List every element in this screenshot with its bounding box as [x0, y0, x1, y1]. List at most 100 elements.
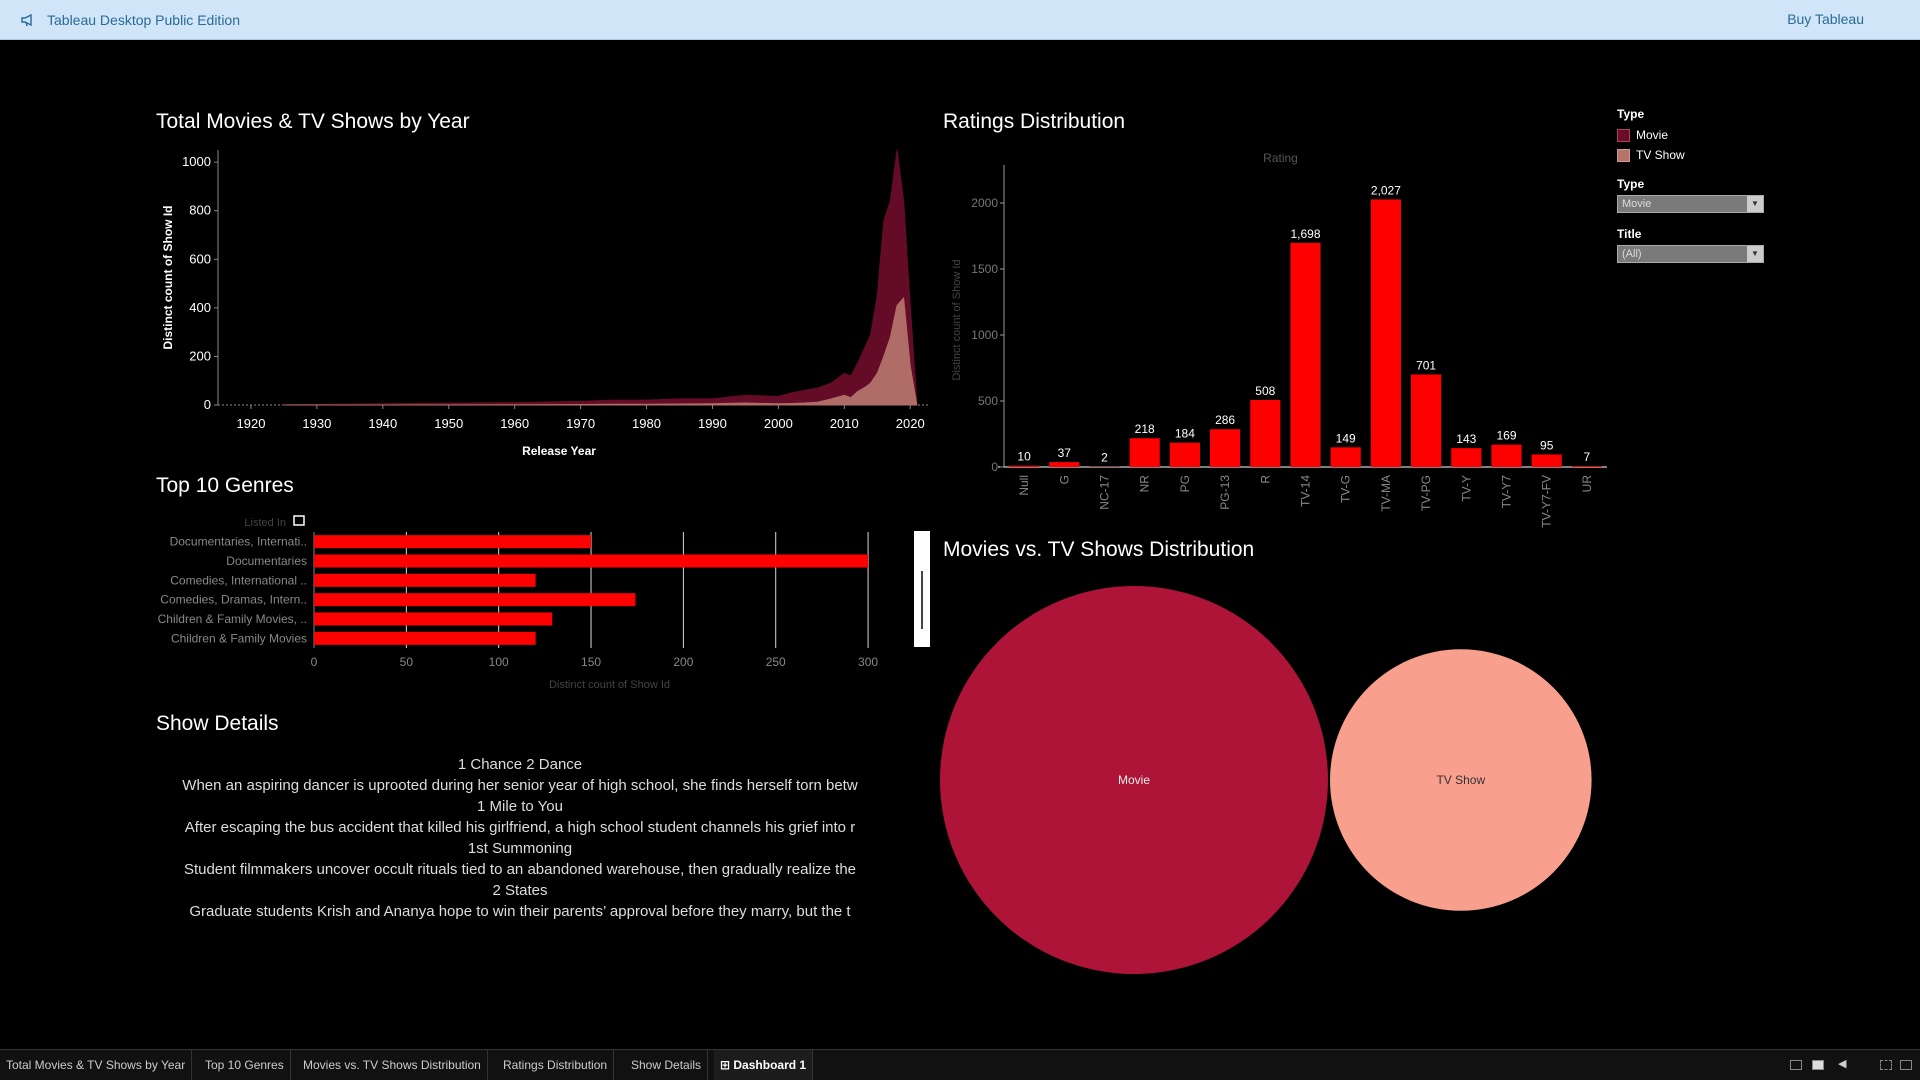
- x-tick-label: TV-Y: [1459, 475, 1473, 502]
- x-axis-title: Rating: [1263, 151, 1298, 165]
- detail-line: After escaping the bus accident that kil…: [184, 819, 856, 836]
- rating-bar: [1009, 465, 1040, 467]
- rating-bar: [1250, 399, 1281, 467]
- x-axis-title: Distinct count of Show Id: [549, 679, 670, 691]
- tab-distribution[interactable]: Movies vs. TV Shows Distribution: [297, 1050, 488, 1080]
- title-filter-value: (All): [1622, 248, 1642, 260]
- x-tick-label: 2000: [764, 416, 793, 431]
- detail-line: When an aspiring dancer is uprooted duri…: [182, 777, 858, 794]
- genre-bar: [314, 593, 636, 607]
- y-tick-label: 1000: [971, 328, 998, 342]
- bar-data-label: 7: [1584, 450, 1591, 464]
- bar-data-label: 2,027: [1371, 183, 1401, 197]
- x-tick-label: TV-Y7: [1500, 475, 1514, 509]
- rating-bar: [1049, 462, 1080, 467]
- tab-ratings[interactable]: Ratings Distribution: [497, 1050, 615, 1080]
- x-tick-label: TV-PG: [1419, 475, 1433, 511]
- show-details-list: 1 Chance 2 Dance When an aspiring dancer…: [156, 754, 884, 922]
- genres-chart-title: Top 10 Genres: [156, 474, 294, 497]
- x-tick-label: TV-14: [1299, 475, 1313, 507]
- y-tick-label: 1000: [182, 154, 211, 169]
- y-tick-label: 600: [189, 251, 211, 266]
- y-tick-label: Comedies, Dramas, Intern..: [160, 593, 307, 607]
- fullscreen-icon[interactable]: [1880, 1060, 1892, 1070]
- legend-swatch: [1617, 148, 1630, 162]
- legend-item-tv-show[interactable]: TV Show: [1617, 145, 1777, 165]
- bubble-label: Movie: [1118, 773, 1150, 787]
- ratings-bar-chart[interactable]: Rating 0 500 1000 1500 2000 Distinct count of …: [940, 140, 1620, 530]
- filmstrip-view-icon[interactable]: [1790, 1060, 1802, 1070]
- x-axis-title: Release Year: [522, 444, 596, 458]
- rating-bar: [1210, 429, 1241, 467]
- x-tick-label: 0: [311, 655, 318, 669]
- y-tick-label: 500: [978, 394, 998, 408]
- bar-data-label: 286: [1215, 413, 1235, 427]
- chevron-down-icon[interactable]: ▼: [1747, 246, 1763, 262]
- scrollbar-thumb[interactable]: [921, 571, 923, 629]
- legend-panel: Type Movie TV Show Type Movie ▼ Title (A…: [1617, 107, 1777, 263]
- legend-header: Type: [1617, 107, 1645, 121]
- chevron-down-icon[interactable]: ▼: [1747, 196, 1763, 212]
- genres-bar-chart[interactable]: Listed In 0 50 100 150 200 250 300 Distinct coun…: [150, 510, 920, 700]
- legend-label: Movie: [1636, 128, 1669, 142]
- distribution-chart-title: Movies vs. TV Shows Distribution: [943, 538, 1255, 561]
- type-filter-value: Movie: [1622, 198, 1652, 210]
- bar-data-label: 508: [1255, 384, 1275, 398]
- y-tick-label: 1500: [971, 262, 998, 276]
- tab-view-icon[interactable]: [1812, 1060, 1824, 1070]
- tab-show-details[interactable]: Show Details: [625, 1050, 709, 1080]
- rating-bar: [1129, 438, 1160, 467]
- x-tick-label: 300: [858, 655, 878, 669]
- x-tick-label: 50: [400, 655, 414, 669]
- tab-dashboard[interactable]: ⊞ Dashboard 1: [714, 1050, 814, 1080]
- rating-bar: [1491, 444, 1522, 467]
- y-tick-label: Documentaries, Internati..: [170, 535, 307, 549]
- filter-type-label: Type: [1617, 177, 1645, 191]
- ratings-chart-title: Ratings Distribution: [943, 110, 1126, 133]
- x-tick-label: NC-17: [1098, 475, 1112, 510]
- detail-line: Graduate students Krish and Ananya hope …: [189, 903, 851, 920]
- restore-icon[interactable]: [1900, 1060, 1912, 1070]
- genres-scrollbar[interactable]: [914, 531, 930, 647]
- buy-tableau-link[interactable]: Buy Tableau: [1787, 11, 1864, 27]
- rating-bar: [1290, 242, 1321, 467]
- genre-bar: [314, 612, 553, 626]
- tab-total-by-year[interactable]: Total Movies & TV Shows by Year: [0, 1050, 193, 1080]
- x-tick-label: TV-G: [1339, 475, 1353, 503]
- x-tick-label: G: [1057, 475, 1071, 484]
- x-tick-label: 1920: [237, 416, 266, 431]
- rating-bar: [1571, 466, 1602, 467]
- bar-data-label: 218: [1135, 422, 1155, 436]
- legend-item-movie[interactable]: Movie: [1617, 125, 1777, 145]
- x-tick-label: R: [1258, 475, 1272, 484]
- distribution-bubble-chart[interactable]: Movie TV Show: [935, 580, 1605, 980]
- x-tick-label: 2010: [830, 416, 859, 431]
- type-filter-dropdown[interactable]: Movie ▼: [1617, 195, 1764, 213]
- y-tick-label: 2000: [971, 196, 998, 210]
- y-axis-title: Distinct count of Show Id: [161, 206, 175, 350]
- title-filter-dropdown[interactable]: (All) ▼: [1617, 245, 1764, 263]
- rating-bar: [1411, 374, 1442, 467]
- x-tick-label: TV-MA: [1379, 475, 1393, 512]
- y-tick-label: 400: [189, 300, 211, 315]
- app-title: Tableau Desktop Public Edition: [47, 12, 241, 28]
- genre-bar: [314, 573, 536, 587]
- prev-sheet-icon[interactable]: ◀: [1838, 1058, 1847, 1070]
- year-area-chart[interactable]: 0 200 400 600 800 1000 1920 1930 1940 1950 1960 197…: [150, 140, 940, 460]
- tab-top-genres[interactable]: Top 10 Genres: [199, 1050, 291, 1080]
- bubble-label: TV Show: [1436, 773, 1485, 787]
- year-chart-title: Total Movies & TV Shows by Year: [156, 110, 470, 133]
- x-tick-label: NR: [1138, 475, 1152, 493]
- genre-bar: [314, 535, 592, 549]
- rating-bar: [1370, 199, 1401, 467]
- details-title: Show Details: [156, 712, 279, 735]
- detail-line: 2 States: [492, 882, 548, 899]
- y-axis-title: Listed In: [244, 517, 286, 529]
- detail-line: 1 Mile to You: [477, 798, 563, 815]
- x-tick-label: 2020: [896, 416, 925, 431]
- sheet-tab-bar: Total Movies & TV Shows by Year Top 10 G…: [0, 1049, 1920, 1080]
- bubble-movie: [940, 586, 1328, 974]
- y-axis-title: Distinct count of Show Id: [951, 259, 963, 380]
- y-tick-label: Children & Family Movies: [171, 631, 307, 645]
- x-tick-label: PG: [1178, 475, 1192, 492]
